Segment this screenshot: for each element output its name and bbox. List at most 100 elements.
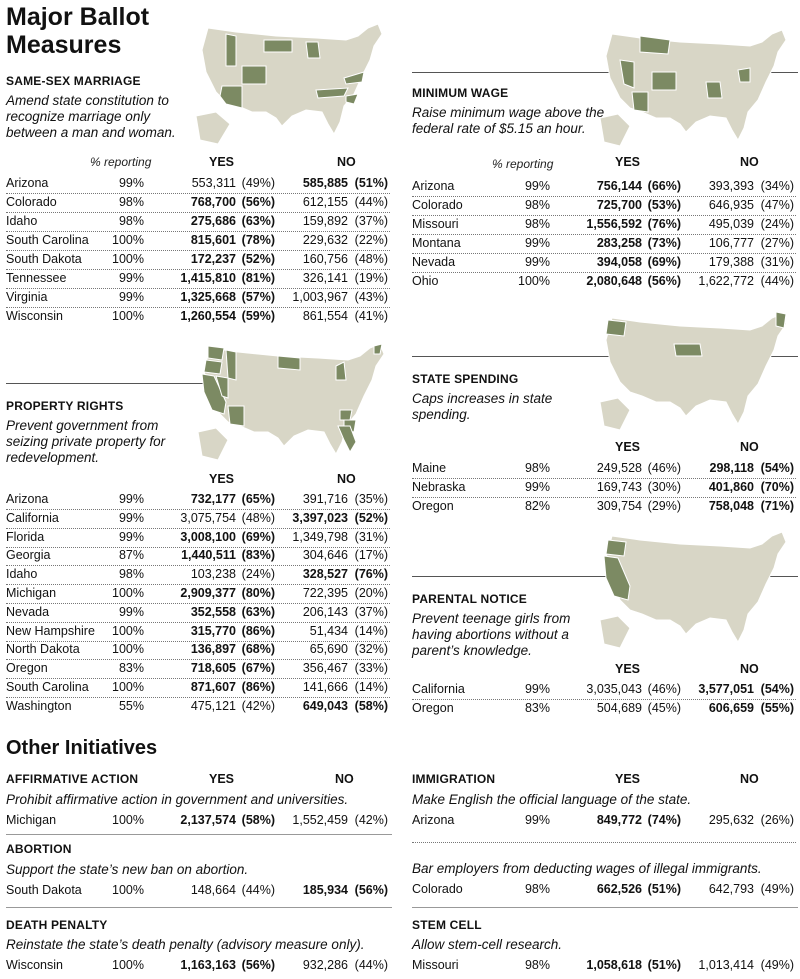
same-sex-heading: SAME-SEX MARRIAGE xyxy=(6,74,141,88)
pct-cell: 99% xyxy=(524,255,550,269)
no-pct-cell: (14%) xyxy=(354,623,388,638)
yes-pct-cell: (53%) xyxy=(647,198,681,212)
no-pct-cell: (71%) xyxy=(760,499,794,513)
state-cell: Colorado xyxy=(6,195,57,209)
table-row: Colorado 98% 725,700 (53%) 646,935 (47%) xyxy=(412,196,796,216)
yes-votes-cell: 1,440,511 xyxy=(181,548,236,563)
state-cell: Wisconsin xyxy=(6,309,63,323)
parental-heading: PARENTAL NOTICE xyxy=(412,592,528,606)
immigration-desc-2: Bar employers from deducting wages of il… xyxy=(412,861,762,876)
same-sex-pct-header: % reporting xyxy=(90,155,152,169)
property-heading: PROPERTY RIGHTS xyxy=(6,399,124,413)
no-votes-cell: 861,554 xyxy=(302,309,348,323)
divider xyxy=(412,356,798,357)
yes-pct-cell: (49%) xyxy=(241,176,275,190)
other-initiatives-title: Other Initiatives xyxy=(6,737,158,759)
no-pct-cell: (20%) xyxy=(354,586,388,600)
yes-votes-cell: 1,260,554 xyxy=(180,309,236,323)
state-cell: Oregon xyxy=(6,661,48,676)
state-cell: California xyxy=(412,682,465,696)
parental-no-header: NO xyxy=(740,662,759,676)
yes-pct-cell: (80%) xyxy=(241,586,275,600)
no-votes-cell: 295,632 xyxy=(708,813,754,827)
no-votes-cell: 304,646 xyxy=(302,548,348,563)
yes-pct-cell: (51%) xyxy=(647,958,681,972)
no-pct-cell: (44%) xyxy=(760,274,794,288)
pct-cell: 82% xyxy=(524,499,550,513)
yes-votes-cell: 768,700 xyxy=(190,195,236,209)
no-votes-cell: 1,552,459 xyxy=(292,813,348,827)
parental-desc: Prevent teenage girls from having aborti… xyxy=(412,611,571,658)
state-cell: Michigan xyxy=(6,586,57,600)
no-votes-cell: 328,527 xyxy=(302,567,348,582)
yes-votes-cell: 315,770 xyxy=(190,623,236,638)
no-votes-cell: 159,892 xyxy=(302,214,348,228)
yes-pct-cell: (69%) xyxy=(647,255,681,269)
no-pct-cell: (14%) xyxy=(354,680,388,694)
divider xyxy=(6,834,392,835)
no-pct-cell: (58%) xyxy=(354,698,388,713)
pct-cell: 99% xyxy=(118,271,144,285)
no-pct-cell: (76%) xyxy=(354,567,388,582)
table-row: Arizona 99% 732,177 (65%) 391,716 (35%) xyxy=(6,490,390,510)
no-votes-cell: 642,793 xyxy=(708,882,754,896)
pct-cell: 99% xyxy=(524,179,550,193)
divider xyxy=(6,907,392,908)
affirmative-no-header: NO xyxy=(335,772,354,786)
no-pct-cell: (49%) xyxy=(760,958,794,972)
state-cell: Arizona xyxy=(412,179,455,193)
table-row: Missouri 98% 1,556,592 (76%) 495,039 (24%) xyxy=(412,215,796,235)
no-pct-cell: (51%) xyxy=(354,176,388,190)
yes-pct-cell: (73%) xyxy=(647,236,681,250)
immigration-yes-header: YES xyxy=(615,772,641,786)
state-cell: Virginia xyxy=(6,290,48,304)
table-row: Virginia 99% 1,325,668 (57%) 1,003,967 (43%) xyxy=(6,288,390,308)
no-votes-cell: 141,666 xyxy=(302,680,348,694)
table-row: Arizona 99% 849,772 (74%) 295,632 (26%) xyxy=(412,811,796,830)
no-votes-cell: 229,632 xyxy=(302,233,348,247)
no-pct-cell: (52%) xyxy=(354,510,388,525)
pct-cell: 55% xyxy=(118,698,144,713)
yes-votes-cell: 169,743 xyxy=(596,480,642,494)
state-cell: Colorado xyxy=(412,198,463,212)
yes-votes-cell: 475,121 xyxy=(190,698,236,713)
pct-cell: 99% xyxy=(524,682,550,696)
no-pct-cell: (33%) xyxy=(354,661,388,676)
no-pct-cell: (49%) xyxy=(760,882,794,896)
no-votes-cell: 106,777 xyxy=(708,236,754,250)
no-pct-cell: (47%) xyxy=(760,198,794,212)
pct-cell: 100% xyxy=(112,252,144,266)
yes-pct-cell: (51%) xyxy=(647,882,681,896)
affirmative-yes-header: YES xyxy=(209,772,235,786)
pct-cell: 99% xyxy=(118,510,144,525)
table-row: Arizona 99% 756,144 (66%) 393,393 (34%) xyxy=(412,177,796,197)
yes-votes-cell: 103,238 xyxy=(190,567,236,582)
immigration-desc: Make English the official language of th… xyxy=(412,792,692,807)
table-row: California 99% 3,035,043 (46%) 3,577,051 (54%… xyxy=(412,680,796,700)
yes-votes-cell: 756,144 xyxy=(596,179,642,193)
min-wage-yes-header: YES xyxy=(615,155,641,169)
yes-pct-cell: (57%) xyxy=(241,290,275,304)
table-row: Idaho 98% 103,238 (24%) 328,527 (76%) xyxy=(6,565,390,586)
table-row: Nebraska 99% 169,743 (30%) 401,860 (70%) xyxy=(412,478,796,498)
table-row: Montana 99% 283,258 (73%) 106,777 (27%) xyxy=(412,234,796,254)
no-votes-cell: 3,577,051 xyxy=(698,682,754,696)
divider xyxy=(412,576,798,577)
spending-yes-header: YES xyxy=(615,440,641,454)
no-pct-cell: (31%) xyxy=(354,529,388,544)
property-desc: Prevent government from seizing private … xyxy=(6,418,166,465)
no-votes-cell: 401,860 xyxy=(708,480,754,494)
no-votes-cell: 298,118 xyxy=(709,461,755,475)
state-cell: Georgia xyxy=(6,548,51,563)
state-cell: Arizona xyxy=(412,813,455,827)
no-votes-cell: 612,155 xyxy=(302,195,348,209)
pct-cell: 100% xyxy=(112,642,144,657)
no-pct-cell: (37%) xyxy=(354,604,388,619)
pct-cell: 98% xyxy=(524,198,550,212)
yes-votes-cell: 725,700 xyxy=(596,198,642,212)
state-cell: Ohio xyxy=(412,274,439,288)
no-pct-cell: (17%) xyxy=(354,548,388,563)
state-cell: Colorado xyxy=(412,882,463,896)
no-pct-cell: (44%) xyxy=(354,958,388,972)
yes-votes-cell: 662,526 xyxy=(596,882,642,896)
